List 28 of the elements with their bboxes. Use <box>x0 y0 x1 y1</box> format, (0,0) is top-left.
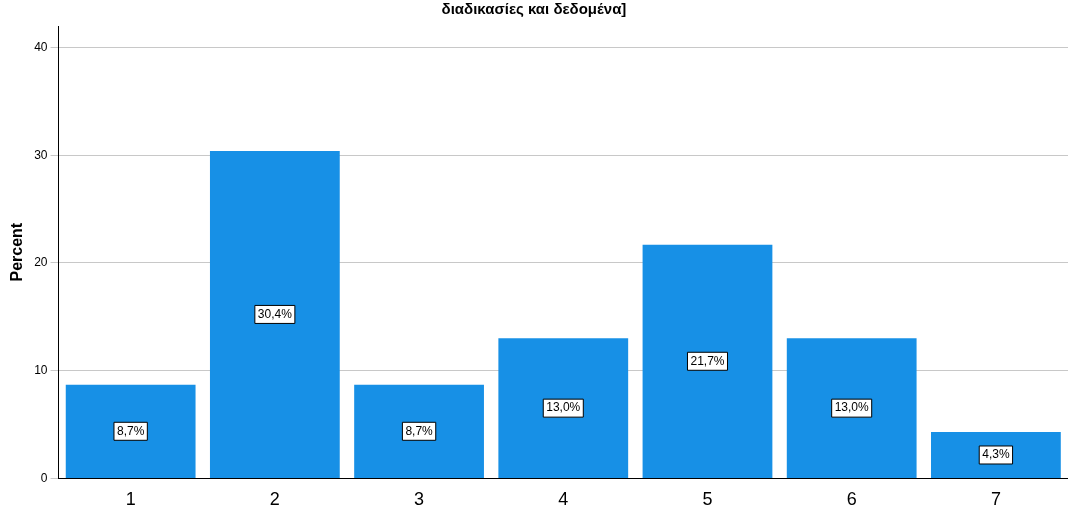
y-tick-label: 30 <box>34 147 48 162</box>
data-label: 30,4% <box>257 306 293 321</box>
x-tick-label: 6 <box>846 489 857 510</box>
data-label: 4,3% <box>982 447 1010 462</box>
bar <box>354 384 484 478</box>
y-tick-label: 40 <box>34 39 48 54</box>
y-axis-title: Percent <box>8 222 26 282</box>
bar <box>642 244 773 478</box>
bar <box>498 338 629 478</box>
y-tick-label: 20 <box>34 255 48 270</box>
x-tick-label: 4 <box>558 489 569 510</box>
data-label: 8,7% <box>116 423 145 438</box>
x-tick-label: 1 <box>125 489 136 510</box>
x-tick-label: 5 <box>702 489 713 510</box>
y-tick-label: 0 <box>40 470 48 485</box>
data-label: 21,7% <box>690 353 725 368</box>
data-label: 8,7% <box>405 423 434 438</box>
bar <box>209 150 340 478</box>
x-tick-label: 3 <box>414 489 425 510</box>
y-tick-label: 10 <box>34 363 48 377</box>
bar <box>65 384 196 478</box>
data-label: 13,0% <box>834 400 870 415</box>
chart-title: διαδικασίες και δεδομένα] <box>440 0 628 18</box>
x-tick-label: 7 <box>990 489 1001 510</box>
data-label: 13,0% <box>546 400 581 415</box>
bar <box>786 338 917 478</box>
bar <box>931 432 1061 478</box>
x-tick-label: 2 <box>269 489 280 510</box>
